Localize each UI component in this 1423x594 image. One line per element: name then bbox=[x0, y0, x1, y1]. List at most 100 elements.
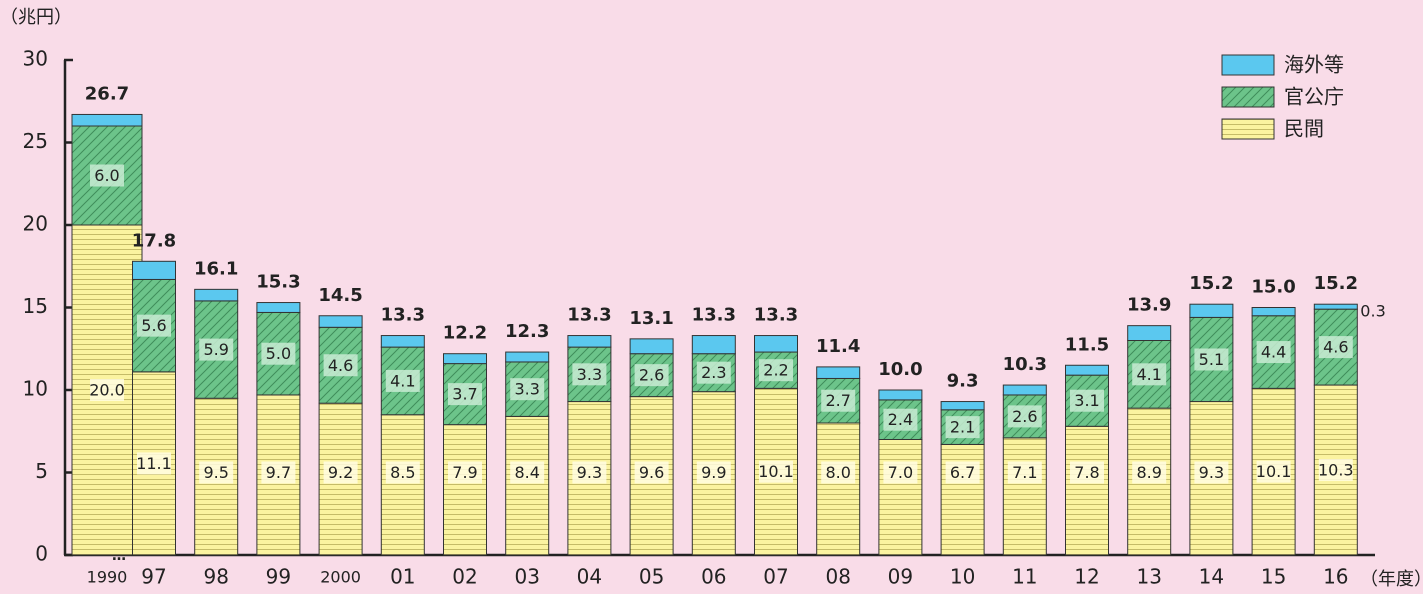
label-box bbox=[137, 452, 171, 475]
y-tick-label: 5 bbox=[35, 459, 48, 483]
segment-label: 9.3 bbox=[577, 463, 602, 482]
label-box bbox=[510, 461, 545, 484]
label-box bbox=[696, 361, 731, 384]
total-label: 11.5 bbox=[1065, 334, 1109, 355]
x-tick-label: 2000 bbox=[320, 568, 361, 587]
total-label: 12.3 bbox=[505, 321, 549, 342]
bar-segment bbox=[1002, 437, 1047, 556]
segment-label: 3.7 bbox=[452, 385, 477, 404]
total-label: 15.2 bbox=[1189, 273, 1233, 294]
total-label: 13.3 bbox=[754, 305, 798, 326]
bar-segment bbox=[1002, 384, 1047, 396]
bar-segment bbox=[132, 260, 176, 280]
segment-label: 10.1 bbox=[1256, 462, 1292, 481]
label-box bbox=[448, 461, 482, 484]
bar-segment bbox=[1313, 303, 1358, 310]
bar-segment bbox=[380, 414, 425, 556]
total-label: 9.3 bbox=[947, 371, 979, 392]
segment-label: 2.6 bbox=[1012, 407, 1037, 426]
total-label: 12.2 bbox=[443, 323, 487, 344]
y-tick-label: 15 bbox=[23, 294, 48, 318]
total-label: 13.3 bbox=[567, 305, 611, 326]
x-tick-label: 97 bbox=[141, 565, 166, 589]
segment-label: 9.2 bbox=[328, 463, 353, 482]
label-box bbox=[1007, 461, 1042, 484]
label-box bbox=[883, 461, 918, 484]
segment-label: 6.0 bbox=[94, 166, 119, 185]
segment-label: 5.6 bbox=[141, 316, 166, 335]
segment-label: 7.1 bbox=[1012, 463, 1037, 482]
x-tick-label: 10 bbox=[950, 565, 975, 589]
label-box bbox=[572, 363, 607, 386]
segment-label: 4.4 bbox=[1261, 343, 1286, 362]
total-label: 10.0 bbox=[878, 359, 922, 380]
bar-segment bbox=[816, 366, 861, 379]
x-tick-label: 02 bbox=[452, 565, 477, 589]
bar-segment bbox=[443, 424, 487, 556]
label-box bbox=[90, 164, 124, 187]
label-box bbox=[1070, 461, 1104, 484]
segment-label: 4.1 bbox=[390, 371, 415, 390]
label-box bbox=[90, 379, 124, 401]
label-box bbox=[1318, 459, 1353, 482]
segment-label: 4.1 bbox=[1136, 365, 1161, 384]
bar-segment bbox=[878, 439, 923, 556]
bar-segment bbox=[505, 351, 550, 363]
total-label: 10.3 bbox=[1003, 354, 1047, 375]
label-box bbox=[199, 461, 234, 484]
segment-label: 7.9 bbox=[452, 463, 477, 482]
segment-label: 9.9 bbox=[701, 463, 726, 482]
label-box bbox=[1007, 405, 1042, 428]
label-box bbox=[572, 461, 607, 484]
label-box bbox=[1256, 460, 1291, 483]
segment-label: 7.0 bbox=[888, 463, 913, 482]
y-tick-label: 10 bbox=[23, 377, 48, 401]
x-tick-label: 08 bbox=[825, 565, 850, 589]
y-tick-label: 20 bbox=[23, 212, 48, 236]
label-box bbox=[261, 461, 296, 484]
label-box bbox=[759, 460, 793, 483]
total-label: 16.1 bbox=[194, 258, 238, 279]
label-box bbox=[821, 389, 856, 412]
bar-segment bbox=[318, 315, 363, 328]
label-box bbox=[323, 461, 358, 484]
bar-segment bbox=[71, 113, 143, 127]
bar-segment bbox=[1189, 303, 1234, 318]
label-box bbox=[634, 461, 669, 484]
label-box bbox=[759, 359, 793, 382]
label-box bbox=[1132, 461, 1167, 484]
legend-label: 民間 bbox=[1284, 117, 1324, 141]
segment-label: 8.0 bbox=[825, 463, 850, 482]
label-box bbox=[510, 378, 545, 401]
segment-label: 4.6 bbox=[328, 356, 353, 375]
x-tick-label: 16 bbox=[1323, 565, 1348, 589]
label-box bbox=[137, 314, 171, 337]
segment-label: 8.9 bbox=[1136, 463, 1161, 482]
label-box bbox=[261, 342, 296, 365]
total-label: 15.3 bbox=[256, 272, 300, 293]
bar-segment bbox=[1065, 425, 1109, 556]
x-tick-label: 13 bbox=[1136, 565, 1161, 589]
x-tick-label: 15 bbox=[1261, 565, 1286, 589]
segment-label: 2.6 bbox=[639, 366, 664, 385]
label-box bbox=[634, 364, 669, 387]
segment-label: 10.3 bbox=[1318, 461, 1354, 480]
segment-label: 7.8 bbox=[1074, 463, 1099, 482]
total-label: 13.3 bbox=[381, 305, 425, 326]
segment-label: 9.3 bbox=[1199, 463, 1224, 482]
label-box bbox=[945, 416, 980, 439]
x-tick-label: 07 bbox=[763, 565, 788, 589]
bar-segment bbox=[629, 338, 674, 355]
total-label: 13.9 bbox=[1127, 295, 1171, 316]
label-box bbox=[448, 383, 482, 406]
label-box bbox=[1070, 389, 1104, 412]
bar-segment bbox=[505, 415, 550, 556]
legend-label: 海外等 bbox=[1284, 53, 1344, 77]
x-tick-label: 06 bbox=[701, 565, 726, 589]
label-box bbox=[1132, 363, 1167, 386]
bar-segment bbox=[940, 401, 985, 411]
label-box bbox=[1194, 348, 1229, 371]
label-box bbox=[199, 338, 234, 361]
bar-segment bbox=[1065, 364, 1109, 376]
